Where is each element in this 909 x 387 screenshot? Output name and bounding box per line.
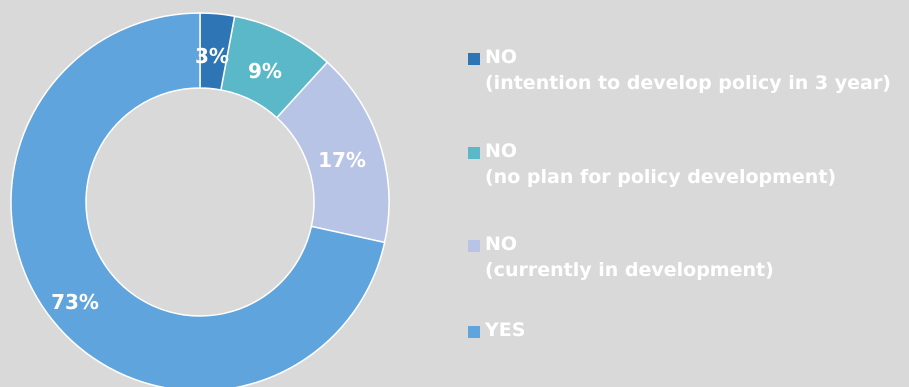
legend-swatch-no-intention (468, 53, 480, 65)
legend-item-no-in-development: NO (currently in development) (468, 231, 774, 283)
legend-label: NO (485, 140, 518, 162)
legend-sublabel: (no plan for policy development) (485, 166, 837, 188)
legend-sublabel: (currently in development) (485, 259, 774, 281)
legend-item-no-plan: NO (no plan for policy development) (468, 138, 836, 190)
legend-item-no-intention: NO (intention to develop policy in 3 yea… (468, 44, 891, 96)
legend-label: YES (485, 319, 526, 341)
slice-label-3: 73% (51, 290, 99, 314)
legend-swatch-no-in-development (468, 240, 480, 252)
slice-label-0: 3% (195, 44, 229, 68)
donut-slice-3 (10, 12, 386, 387)
slice-label-2: 17% (318, 148, 366, 172)
legend-swatch-yes (468, 326, 480, 338)
legend-swatch-no-plan (468, 147, 480, 159)
legend-sublabel: (intention to develop policy in 3 year) (485, 72, 891, 94)
slice-label-1: 9% (248, 59, 282, 83)
legend-label: NO (485, 46, 518, 68)
legend-item-yes: YES (468, 317, 525, 343)
legend-label: NO (485, 233, 518, 255)
